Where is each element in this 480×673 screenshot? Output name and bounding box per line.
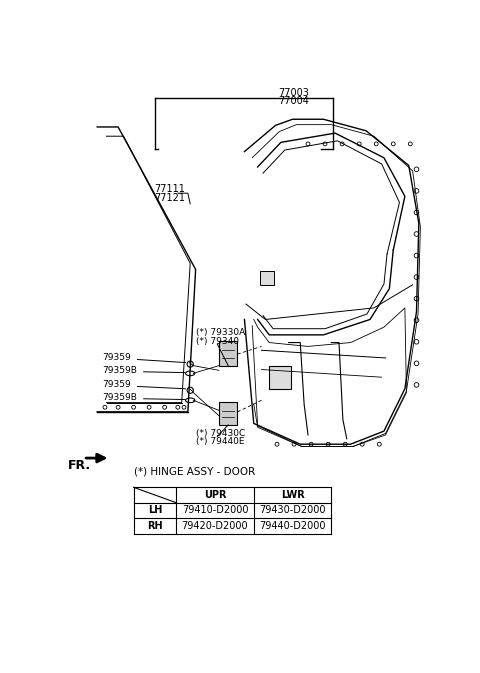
Text: LH: LH — [148, 505, 162, 516]
Bar — [219, 341, 238, 365]
Text: UPR: UPR — [204, 490, 226, 500]
Text: 79440-D2000: 79440-D2000 — [259, 521, 326, 531]
Bar — [269, 365, 291, 389]
Text: 79420-D2000: 79420-D2000 — [182, 521, 248, 531]
Bar — [260, 271, 274, 285]
Text: 77111: 77111 — [155, 184, 185, 194]
Text: 79359: 79359 — [103, 380, 132, 390]
Text: FR.: FR. — [68, 459, 91, 472]
Text: 79410-D2000: 79410-D2000 — [182, 505, 248, 516]
Text: (*) 79330A: (*) 79330A — [196, 328, 245, 337]
Text: (*) HINGE ASSY - DOOR: (*) HINGE ASSY - DOOR — [133, 466, 255, 476]
Bar — [219, 402, 238, 425]
Text: 79359B: 79359B — [103, 366, 137, 375]
Text: (*) 79340: (*) 79340 — [196, 336, 239, 345]
Text: LWR: LWR — [281, 490, 304, 500]
Text: 79359B: 79359B — [103, 393, 137, 402]
Text: 77121: 77121 — [155, 192, 186, 203]
Text: 77003: 77003 — [278, 88, 310, 98]
Text: (*) 79440E: (*) 79440E — [196, 437, 244, 446]
Text: (*) 79430C: (*) 79430C — [196, 429, 245, 438]
Text: 79430-D2000: 79430-D2000 — [259, 505, 326, 516]
Text: RH: RH — [147, 521, 163, 531]
Text: 77004: 77004 — [278, 96, 310, 106]
Text: 79359: 79359 — [103, 353, 132, 363]
